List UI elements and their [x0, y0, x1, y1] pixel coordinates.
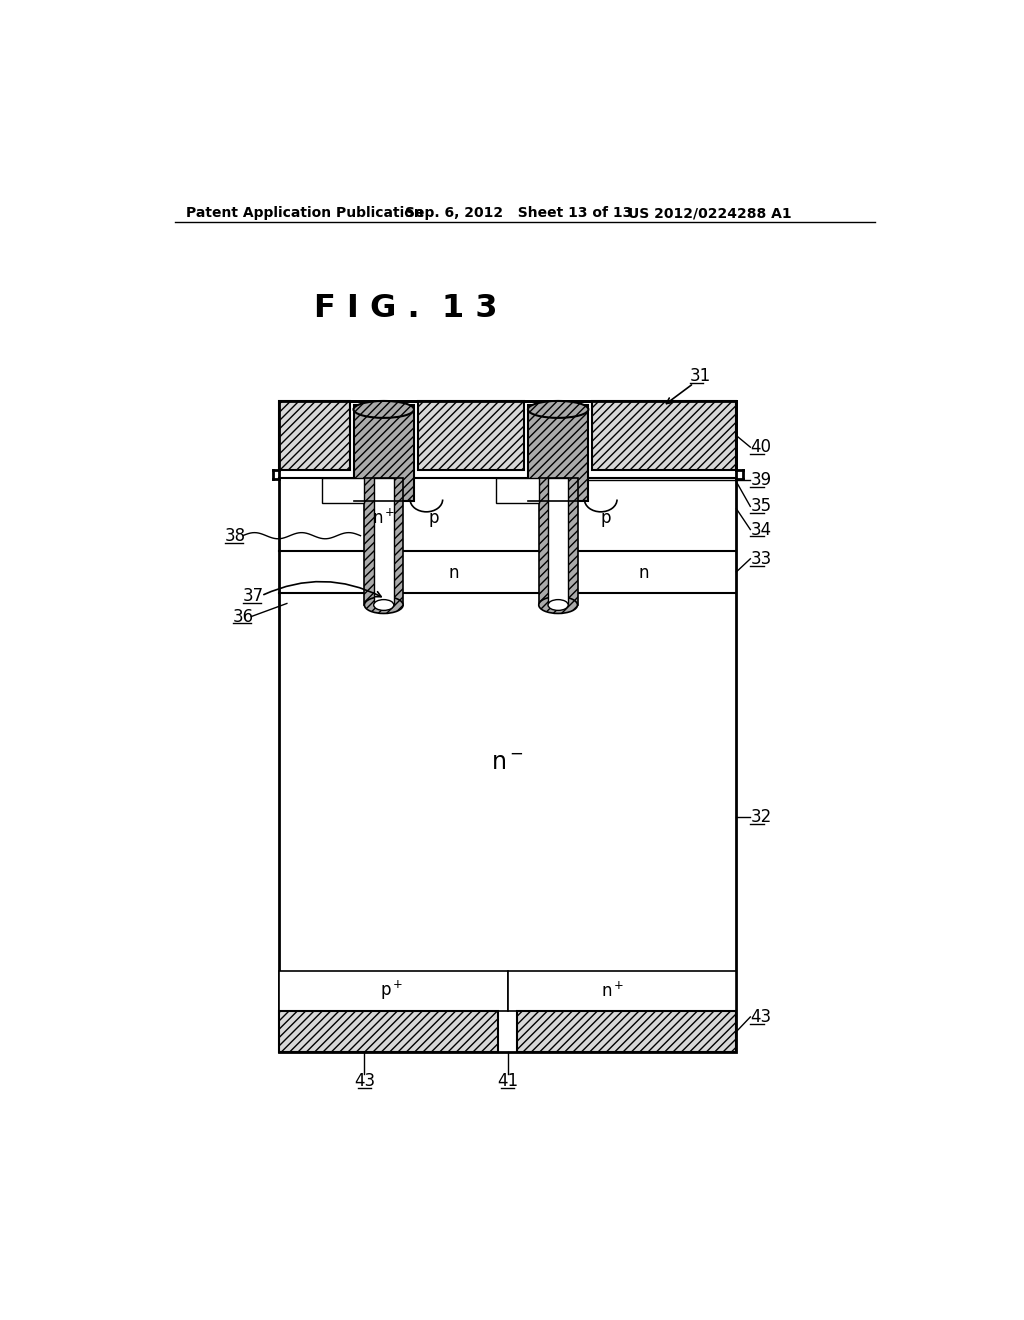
Text: 33: 33	[751, 550, 771, 568]
Text: Sep. 6, 2012   Sheet 13 of 13: Sep. 6, 2012 Sheet 13 of 13	[406, 206, 633, 220]
Bar	[517, 1011, 736, 1052]
Bar	[280, 401, 736, 1052]
Bar	[508, 970, 736, 1011]
Text: 36: 36	[232, 607, 254, 626]
Bar	[280, 970, 508, 1011]
Text: p: p	[429, 510, 439, 527]
Bar	[496, 478, 539, 503]
Ellipse shape	[548, 599, 568, 610]
Bar	[353, 405, 414, 502]
Bar	[280, 1011, 499, 1052]
Ellipse shape	[539, 597, 578, 614]
Text: F I G .  1 3: F I G . 1 3	[314, 293, 498, 325]
Bar	[418, 401, 524, 470]
Text: 43: 43	[354, 1072, 375, 1090]
Text: 38: 38	[225, 527, 246, 545]
Bar	[548, 478, 568, 605]
Bar	[374, 478, 394, 605]
Text: n$^+$: n$^+$	[601, 981, 624, 1001]
Text: 34: 34	[751, 520, 771, 539]
Ellipse shape	[365, 597, 403, 614]
Text: n$^+$: n$^+$	[372, 508, 395, 528]
Text: p: p	[601, 510, 611, 527]
Text: 35: 35	[751, 498, 771, 515]
Text: 32: 32	[751, 808, 771, 826]
Text: 37: 37	[243, 587, 264, 605]
Text: n$^-$: n$^-$	[492, 751, 524, 775]
Ellipse shape	[374, 599, 394, 610]
Bar	[592, 401, 736, 470]
Ellipse shape	[353, 401, 414, 418]
Text: Patent Application Publication: Patent Application Publication	[186, 206, 424, 220]
Text: p$^+$: p$^+$	[380, 979, 403, 1002]
Bar	[280, 401, 349, 470]
Bar	[322, 478, 365, 503]
Text: 31: 31	[690, 367, 711, 385]
Text: 40: 40	[751, 438, 771, 457]
Bar	[528, 405, 589, 502]
Ellipse shape	[528, 401, 589, 418]
Bar	[365, 478, 403, 605]
Text: 43: 43	[751, 1008, 771, 1026]
Text: 39: 39	[751, 471, 771, 490]
Text: 41: 41	[498, 1072, 518, 1090]
Text: n: n	[449, 564, 459, 582]
Text: US 2012/0224288 A1: US 2012/0224288 A1	[628, 206, 792, 220]
Text: n: n	[639, 564, 649, 582]
Bar	[539, 478, 578, 605]
